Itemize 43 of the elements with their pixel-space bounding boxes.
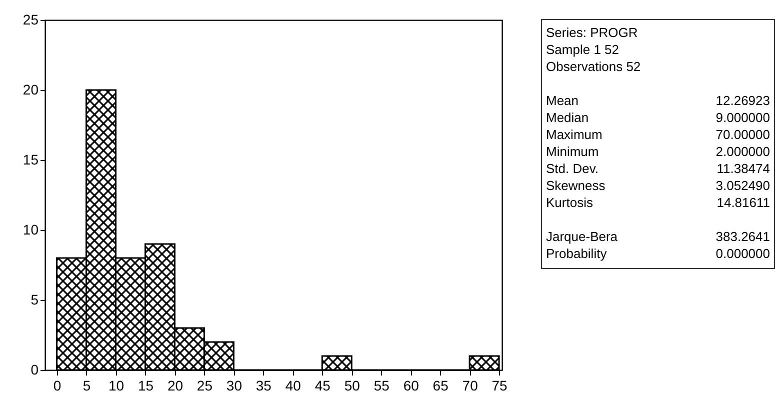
text: Std. Dev.: [546, 160, 599, 177]
text: Mean: [546, 92, 579, 109]
y-tick-label: 0: [30, 362, 39, 378]
text: 3.052490: [716, 177, 770, 194]
text: Skewness: [546, 177, 606, 194]
text: Jarque-Bera: [546, 228, 618, 245]
text: Observations 52: [546, 58, 641, 75]
text: Median: [546, 109, 589, 126]
y-tick-label: 5: [30, 292, 39, 308]
text: 9.000000: [716, 109, 770, 126]
x-tick-label: 70: [462, 378, 478, 394]
x-tick-label: 10: [108, 378, 124, 394]
text: Maximum: [546, 126, 602, 143]
x-tick-label: 15: [138, 378, 154, 394]
x-tick-label: 65: [432, 378, 449, 394]
text: Series: PROGR: [546, 24, 638, 41]
x-tick-label: 75: [492, 378, 508, 394]
x-tick-label: 25: [196, 378, 213, 394]
text: 14.81611: [716, 194, 770, 211]
text: Kurtosis: [546, 194, 593, 211]
text: 383.2641: [716, 228, 770, 245]
y-tick-label: 20: [22, 82, 39, 98]
text: 0.000000: [716, 245, 770, 262]
y-tick-label: 10: [22, 222, 39, 238]
text: Probability: [546, 245, 607, 262]
x-tick-label: 40: [285, 378, 302, 394]
text: Sample 1 52: [546, 41, 619, 58]
y-tick-label: 25: [22, 12, 39, 28]
x-tick-label: 60: [403, 378, 420, 394]
x-tick-label: 45: [314, 378, 331, 394]
x-tick-label: 50: [344, 378, 360, 394]
x-tick-label: 30: [226, 378, 242, 394]
text: 11.38474: [716, 160, 770, 177]
y-tick-label: 15: [22, 152, 39, 168]
x-tick-label: 35: [256, 378, 272, 394]
x-tick-label: 0: [53, 378, 62, 394]
text: 70.00000: [716, 126, 770, 143]
text: 12.26923: [716, 92, 770, 109]
text: 2.000000: [716, 143, 770, 160]
x-tick-label: 20: [167, 378, 184, 394]
x-tick-label: 55: [374, 378, 390, 394]
text: Minimum: [546, 143, 599, 160]
x-tick-label: 5: [82, 378, 91, 394]
